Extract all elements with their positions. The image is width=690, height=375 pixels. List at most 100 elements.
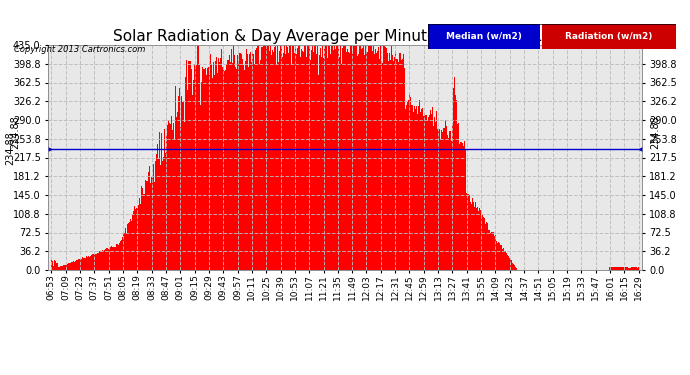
Bar xyxy=(446,126,448,270)
Bar xyxy=(150,183,151,270)
Bar xyxy=(411,105,412,270)
Bar xyxy=(122,237,124,270)
Bar xyxy=(391,45,393,270)
Bar xyxy=(224,71,225,270)
Bar xyxy=(213,62,214,270)
Bar xyxy=(470,202,471,270)
Bar xyxy=(284,45,286,270)
Bar xyxy=(434,117,435,270)
Bar xyxy=(233,45,235,270)
Bar xyxy=(101,252,102,270)
Bar xyxy=(225,70,226,270)
Bar xyxy=(141,188,143,270)
Bar xyxy=(216,57,217,270)
Bar xyxy=(203,69,204,270)
Bar xyxy=(386,48,387,270)
Bar xyxy=(164,129,165,270)
Bar xyxy=(377,51,378,270)
Bar xyxy=(487,223,489,270)
Bar xyxy=(271,55,272,270)
Bar xyxy=(427,121,428,270)
Bar xyxy=(351,45,352,270)
Bar xyxy=(381,61,382,270)
Bar xyxy=(293,53,295,270)
Bar xyxy=(113,247,114,270)
Bar xyxy=(120,242,121,270)
Bar xyxy=(495,235,496,270)
Bar xyxy=(482,215,483,270)
Bar xyxy=(402,60,403,270)
Bar xyxy=(494,236,495,270)
Bar xyxy=(59,267,60,270)
Bar xyxy=(379,59,380,270)
Bar xyxy=(262,46,263,270)
Bar xyxy=(273,52,274,270)
Bar xyxy=(301,50,302,270)
Bar xyxy=(257,45,258,270)
Bar xyxy=(424,112,425,270)
Bar xyxy=(489,230,491,270)
Bar xyxy=(117,243,118,270)
Bar xyxy=(473,202,474,270)
Bar xyxy=(90,255,92,270)
Bar xyxy=(305,45,306,270)
Bar xyxy=(437,129,438,270)
Bar xyxy=(307,45,308,270)
Bar xyxy=(55,261,56,270)
Bar xyxy=(244,61,246,270)
Bar xyxy=(221,49,222,270)
Bar xyxy=(306,57,307,270)
Bar xyxy=(282,57,284,270)
Bar xyxy=(466,193,467,270)
Bar xyxy=(276,64,277,270)
Bar xyxy=(448,138,449,270)
Bar xyxy=(222,66,223,270)
Bar xyxy=(393,61,395,270)
Bar xyxy=(121,240,122,270)
Bar xyxy=(52,261,53,270)
Bar xyxy=(302,51,303,270)
Bar xyxy=(354,45,355,270)
Bar xyxy=(269,51,270,270)
Bar xyxy=(514,266,515,270)
Bar xyxy=(145,180,146,270)
Bar xyxy=(632,267,633,270)
Bar xyxy=(623,267,624,270)
Bar xyxy=(223,70,224,270)
Bar xyxy=(384,46,385,270)
Title: Solar Radiation & Day Average per Minute  Fri Nov 15  16:31: Solar Radiation & Day Average per Minute… xyxy=(113,29,577,44)
Bar xyxy=(383,45,384,270)
Bar xyxy=(111,246,112,270)
Text: 234.88: 234.88 xyxy=(650,115,660,148)
Bar xyxy=(327,58,328,270)
Bar xyxy=(619,267,620,270)
Bar xyxy=(83,258,84,270)
Bar xyxy=(272,50,273,270)
Bar xyxy=(337,45,338,270)
Bar xyxy=(259,64,260,270)
Bar xyxy=(256,48,257,270)
Bar xyxy=(266,45,267,270)
Bar xyxy=(500,245,502,270)
Bar xyxy=(356,45,357,270)
Bar xyxy=(410,98,411,270)
Bar xyxy=(193,80,194,270)
Bar xyxy=(263,46,264,270)
Bar xyxy=(57,262,58,270)
Bar xyxy=(254,64,255,270)
Bar xyxy=(178,96,179,270)
Bar xyxy=(440,139,442,270)
Bar xyxy=(515,268,517,270)
Bar xyxy=(70,263,71,270)
Bar xyxy=(609,267,611,270)
Bar xyxy=(310,60,311,270)
Bar xyxy=(412,105,413,270)
Bar xyxy=(422,108,423,270)
Bar xyxy=(103,251,104,270)
Bar xyxy=(228,60,229,270)
Bar xyxy=(310,50,312,270)
Bar xyxy=(309,45,310,270)
Bar xyxy=(95,254,96,270)
Bar xyxy=(457,123,459,270)
Bar xyxy=(628,268,629,270)
